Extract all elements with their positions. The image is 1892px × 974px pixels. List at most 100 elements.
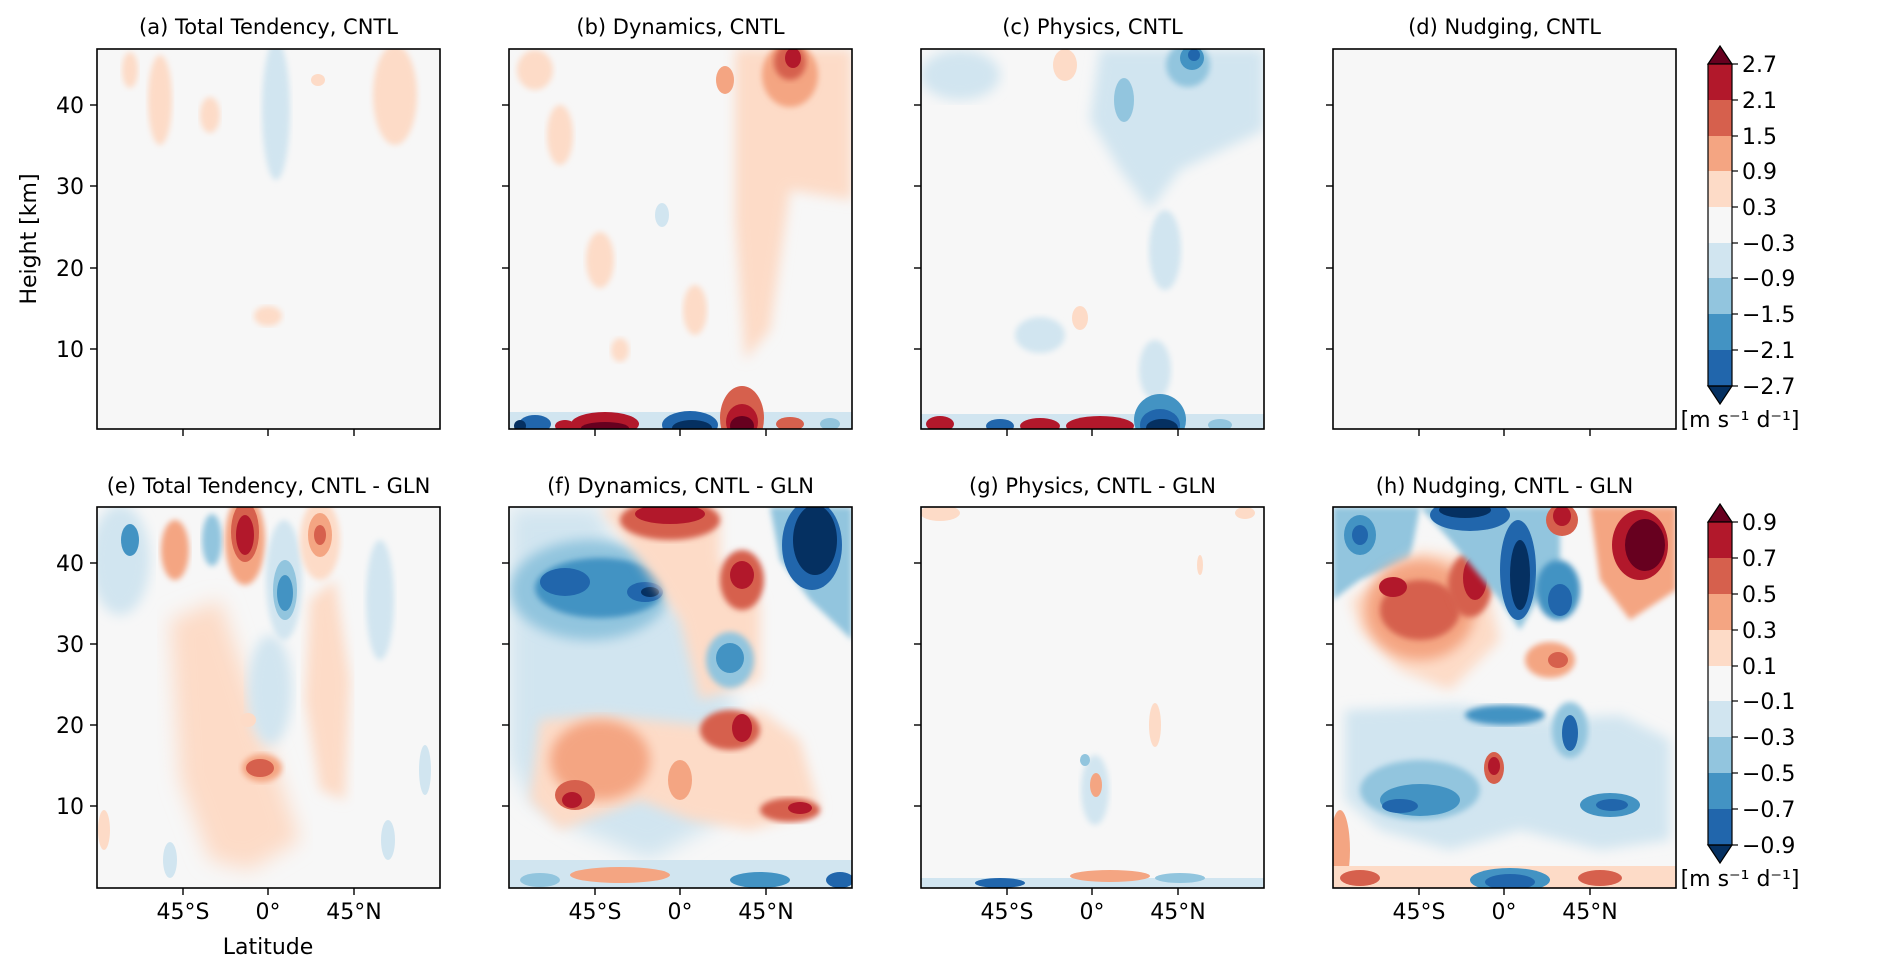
- x-axis-label: Latitude: [223, 935, 314, 960]
- contour-region: [305, 580, 350, 800]
- colorbar-tick-label: 2.1: [1742, 89, 1777, 114]
- panel-b: (b) Dynamics, CNTL: [508, 15, 853, 430]
- contour-region: [555, 420, 575, 429]
- contour-region: [586, 232, 614, 288]
- panel-d-title: (d) Nudging, CNTL: [1408, 15, 1601, 39]
- contour-region: [200, 97, 220, 133]
- colorbar-frame: [1707, 521, 1733, 846]
- colorbar-bin: [1708, 701, 1732, 737]
- colorbar-tick-label: −0.1: [1742, 690, 1795, 715]
- colorbar-bin: [1708, 278, 1732, 314]
- contour-region: [730, 561, 754, 589]
- contour-region: [517, 50, 553, 90]
- contour-region: [381, 820, 395, 860]
- colorbar-bin: [1708, 558, 1732, 594]
- panel-g-field: [921, 507, 1264, 888]
- contour-region: [1090, 773, 1102, 797]
- contour-region: [1485, 874, 1535, 888]
- contour-region: [311, 74, 325, 86]
- contour-region: [921, 50, 1000, 100]
- contour-region: [730, 872, 790, 888]
- colorbar-tick-label: 0.5: [1742, 583, 1777, 608]
- y-tick-label: 10: [56, 795, 84, 820]
- contour-region: [1072, 306, 1088, 330]
- contour-region: [1578, 870, 1622, 886]
- contour-region: [1020, 418, 1060, 429]
- contour-region: [509, 860, 852, 888]
- contour-region: [1149, 703, 1161, 747]
- panel-h-title: (h) Nudging, CNTL - GLN: [1376, 474, 1633, 498]
- contour-region: [1439, 507, 1491, 518]
- colorbar-frame: [1707, 63, 1733, 387]
- contour-region: [1146, 419, 1178, 429]
- contour-region: [520, 873, 560, 887]
- contour-region: [248, 635, 292, 745]
- colorbar-ticks: [1732, 63, 1738, 387]
- contour-region: [826, 872, 852, 888]
- contour-region: [1382, 799, 1418, 813]
- row2-y-axis: [90, 562, 1333, 807]
- contour-region: [570, 867, 670, 883]
- colorbar-bin: [1708, 350, 1732, 386]
- contour-region: [793, 507, 837, 575]
- colorbar-tick-label: −0.9: [1742, 834, 1795, 859]
- contour-region: [1548, 652, 1568, 668]
- contour-region: [236, 515, 254, 555]
- colorbar-ticks: [1732, 521, 1738, 846]
- contour-region: [683, 285, 707, 335]
- x-tick-label: 45°S: [981, 900, 1034, 925]
- contour-region: [1548, 584, 1572, 616]
- x-tick-label: 0°: [1080, 900, 1105, 925]
- contour-region: [170, 600, 300, 870]
- contour-region: [655, 203, 669, 227]
- colorbar-tick-label: 0.9: [1742, 160, 1777, 185]
- colorbar-extend-max: [1706, 502, 1734, 523]
- colorbar-tick-label: −0.3: [1742, 232, 1795, 257]
- contour-region: [1015, 317, 1065, 353]
- panel-c-title: (c) Physics, CNTL: [1002, 15, 1183, 39]
- y-tick-label: 30: [56, 633, 84, 658]
- contour-region: [1114, 78, 1134, 122]
- x-tick-label: 45°S: [569, 900, 622, 925]
- contour-region: [921, 878, 1264, 888]
- x-tick-label: 45°N: [738, 900, 793, 925]
- colorbar-bin: [1708, 666, 1732, 701]
- colorbar-tick-label: 1.5: [1742, 125, 1777, 150]
- x-tick-label: 45°N: [1562, 900, 1617, 925]
- row2-x-tick-labels: 45°S 0° 45°N 45°S 0° 45°N 45°S 0° 45°N 4…: [157, 900, 1618, 925]
- contour-region: [1139, 340, 1171, 400]
- panel-a-title: (a) Total Tendency, CNTL: [139, 15, 398, 39]
- contour-region: [202, 514, 222, 566]
- contour-region: [1235, 507, 1255, 519]
- contour-region: [926, 416, 954, 429]
- contour-region: [514, 420, 526, 429]
- colorbar-tick-label: −0.3: [1742, 726, 1795, 751]
- panel-g: (g) Physics, CNTL - GLN: [920, 474, 1265, 889]
- panel-c-field: [921, 49, 1264, 429]
- panel-g-background: [921, 507, 1264, 888]
- contour-region: [1070, 870, 1150, 882]
- contour-region: [240, 713, 256, 727]
- contour-region: [581, 422, 629, 429]
- y-tick-label: 20: [56, 257, 84, 282]
- colorbar-tick-label: 0.3: [1742, 619, 1777, 644]
- panel-f-title: (f) Dynamics, CNTL - GLN: [547, 474, 814, 498]
- contour-region: [1465, 705, 1545, 725]
- contour-region: [1352, 525, 1368, 545]
- contour-region: [547, 105, 573, 165]
- contour-region: [672, 420, 712, 429]
- contour-region: [1053, 49, 1077, 81]
- contour-region: [1596, 799, 1628, 811]
- contour-region: [314, 525, 326, 545]
- contour-region: [635, 507, 705, 524]
- colorbar-tick-label: 0.1: [1742, 655, 1777, 680]
- contour-region: [1090, 49, 1264, 210]
- panel-e-title: (e) Total Tendency, CNTL - GLN: [107, 474, 431, 498]
- contour-region: [975, 878, 1025, 888]
- colorbar-bin: [1708, 136, 1732, 171]
- contour-region: [788, 802, 812, 814]
- row2-x-axis: [182, 888, 1591, 895]
- panel-b-title: (b) Dynamics, CNTL: [576, 15, 784, 39]
- panel-f-field: [509, 507, 852, 888]
